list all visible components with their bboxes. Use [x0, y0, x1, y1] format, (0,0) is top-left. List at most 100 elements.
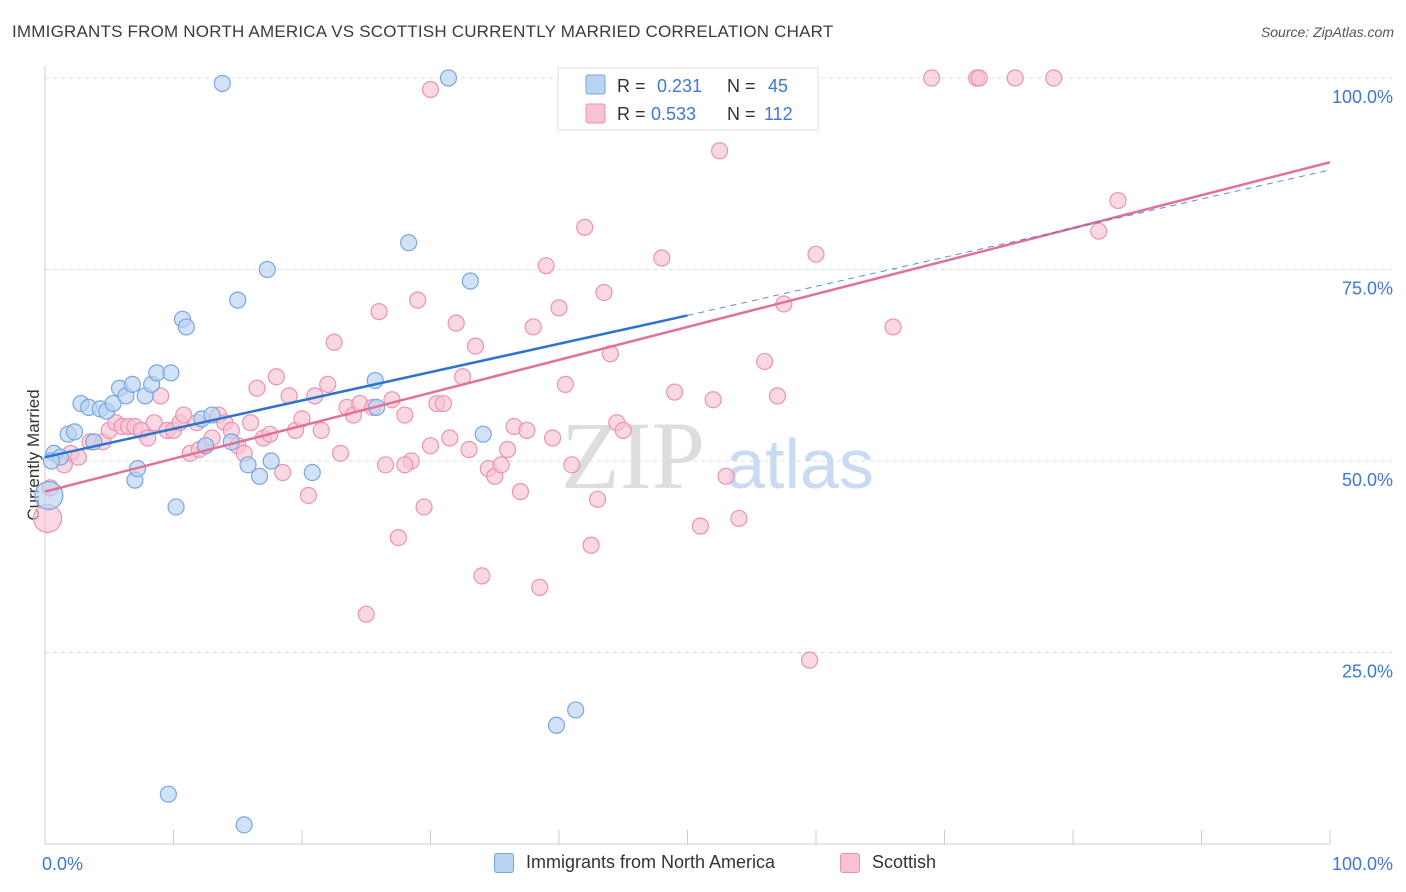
scottish-point — [576, 218, 594, 236]
x-tick-label-max: 100.0% — [1332, 854, 1393, 874]
north-america-point — [239, 456, 257, 474]
scottish-point — [550, 299, 568, 317]
x-tick-labels: 0.0% 100.0% — [42, 854, 1393, 874]
scottish-point — [588, 490, 607, 508]
scottish-point — [325, 333, 343, 351]
scottish-point — [511, 483, 530, 501]
scottish-point — [1109, 191, 1127, 210]
north-america-point — [104, 394, 122, 413]
scottish-point — [473, 567, 491, 585]
north-america-point — [213, 74, 231, 92]
scottish-point — [357, 605, 375, 623]
scottish-point — [421, 80, 440, 99]
north-america-point — [229, 291, 247, 309]
scottish-point — [312, 421, 330, 439]
source-label: Source: ZipAtlas.com — [1260, 24, 1394, 40]
scottish-point — [409, 291, 427, 309]
scottish-point — [923, 69, 941, 87]
scottish-point — [518, 421, 536, 439]
x-tick-label-min: 0.0% — [42, 854, 83, 874]
north-america-point — [303, 463, 321, 482]
north-america-point — [159, 785, 177, 803]
legend-box: R = 0.231 N = 45 R = 0.533 N = 112 — [557, 67, 819, 131]
legend-label-scottish: Scottish — [872, 852, 937, 872]
legend-blue-r-value: 0.231 — [657, 76, 702, 96]
scottish-point — [441, 429, 459, 447]
scottish-point — [666, 383, 684, 401]
grid-lines — [45, 77, 1392, 653]
legend-blue-r-label: R = — [617, 76, 646, 96]
legend-label-north-america: Immigrants from North America — [526, 852, 776, 872]
north-america-point — [167, 498, 185, 516]
scottish-point — [447, 314, 465, 332]
watermark-zip: ZIP — [561, 402, 705, 509]
scottish-point — [755, 352, 774, 371]
legend-item-scottish: Scottish — [840, 852, 936, 873]
scottish-point — [531, 578, 549, 596]
scottish-trendline — [44, 161, 1331, 493]
scottish-point — [421, 437, 440, 455]
y-tick-label: 50.0% — [1342, 470, 1393, 490]
north-america-point — [547, 716, 566, 734]
scottish-point — [396, 406, 414, 424]
scottish-point — [1045, 69, 1063, 87]
scottish-point — [807, 245, 825, 263]
scottish-point — [970, 69, 988, 87]
scottish-point — [800, 651, 819, 669]
scottish-point — [884, 318, 902, 336]
north-america-point — [567, 701, 585, 719]
scottish-point — [267, 368, 285, 386]
north-america-trendline — [44, 314, 688, 459]
north-america-point — [123, 375, 141, 393]
legend-swatch-blue — [585, 74, 606, 95]
trendlines — [44, 161, 1331, 493]
scottish-points — [32, 69, 1127, 669]
legend-swatch-pink — [585, 103, 606, 124]
north-america-point — [34, 480, 64, 511]
legend-swatch-scottish — [840, 852, 860, 873]
legend-pink-r-label: R = — [617, 104, 646, 124]
scottish-point — [543, 429, 562, 447]
y-tick-labels: 25.0% 50.0% 75.0% 100.0% — [1332, 87, 1393, 682]
scottish-point — [466, 337, 485, 355]
scottish-point — [248, 379, 266, 397]
scottish-point — [711, 142, 729, 160]
scottish-point — [691, 517, 709, 535]
scottish-point — [582, 536, 600, 554]
scottish-point — [1006, 69, 1024, 87]
north-america-point — [474, 425, 492, 443]
y-tick-label: 25.0% — [1342, 662, 1393, 682]
scottish-point — [331, 444, 350, 462]
scottish-point — [653, 249, 671, 267]
north-america-point — [400, 234, 418, 252]
scottish-point — [537, 257, 555, 275]
scottish-point — [370, 303, 388, 321]
y-tick-label: 100.0% — [1332, 87, 1393, 107]
scottish-point — [492, 456, 510, 474]
scottish-point — [274, 463, 292, 482]
chart-title: IMMIGRANTS FROM NORTH AMERICA VS SCOTTIS… — [12, 22, 834, 41]
scottish-point — [376, 456, 395, 474]
scottish-point — [396, 456, 414, 474]
scottish-point — [319, 375, 337, 393]
legend-item-north-america: Immigrants from North America — [494, 852, 775, 873]
bottom-legend: Immigrants from North America Scottish — [0, 852, 1406, 878]
legend-blue-n-value: 45 — [768, 76, 788, 96]
scottish-point — [460, 440, 478, 459]
north-america-point — [461, 272, 479, 290]
scottish-point — [563, 456, 581, 474]
north-america-point — [235, 816, 253, 834]
legend-pink-r-value: 0.533 — [651, 104, 696, 124]
watermark: ZIP atlas — [561, 402, 874, 509]
north-america-point — [177, 318, 195, 336]
scottish-point — [242, 414, 260, 432]
scottish-point — [768, 387, 787, 405]
north-america-point — [65, 423, 84, 441]
north-america-point — [439, 69, 458, 87]
scottish-point — [717, 467, 735, 485]
scottish-point — [175, 406, 193, 424]
scottish-point — [299, 486, 318, 505]
scottish-point — [145, 414, 163, 432]
watermark-atlas: atlas — [726, 425, 874, 503]
legend-swatch-north-america — [494, 852, 514, 873]
